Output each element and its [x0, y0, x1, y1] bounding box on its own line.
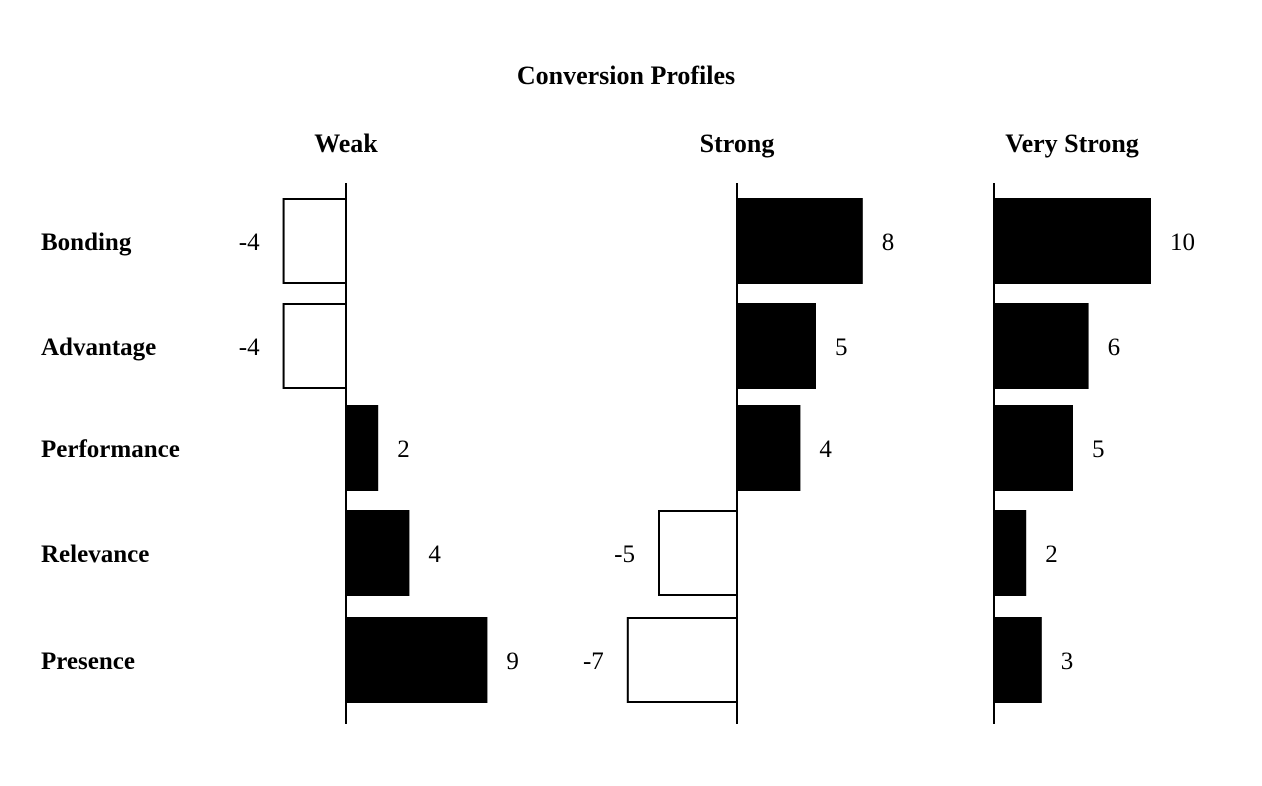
bar-weak-presence: [345, 617, 488, 703]
category-label-performance: Performance: [41, 436, 180, 463]
bar-strong-presence: [626, 617, 738, 703]
bar-weak-relevance: [345, 510, 410, 596]
value-label-weak-relevance: 4: [428, 541, 441, 568]
value-label-weak-presence: 9: [506, 648, 519, 675]
value-label-very-strong-advantage: 6: [1108, 334, 1121, 361]
bar-very-strong-presence: [993, 617, 1042, 703]
panels: Weak -4 -4 2 4 9 Strong 8 5 4 -5 -7 Very Strong 10 6 5 2…: [239, 129, 1195, 724]
bar-weak-performance: [345, 405, 379, 491]
panel-title-strong: Strong: [700, 129, 775, 158]
category-label-presence: Presence: [41, 648, 135, 675]
value-label-strong-presence: -7: [583, 648, 604, 675]
value-label-weak-performance: 2: [397, 436, 410, 463]
value-label-strong-relevance: -5: [614, 541, 635, 568]
bar-weak-bonding: [282, 198, 348, 284]
value-label-weak-advantage: -4: [239, 334, 260, 361]
panel-very-strong: Very Strong 10 6 5 2 3: [993, 129, 1195, 724]
bar-very-strong-bonding: [993, 198, 1151, 284]
value-label-weak-bonding: -4: [239, 229, 260, 256]
value-label-very-strong-presence: 3: [1061, 648, 1074, 675]
bar-very-strong-relevance: [993, 510, 1027, 596]
bar-strong-relevance: [658, 510, 738, 596]
bar-very-strong-advantage: [993, 303, 1089, 389]
panel-title-weak: Weak: [314, 129, 378, 158]
category-label-advantage: Advantage: [41, 334, 156, 361]
panel-title-very-strong: Very Strong: [1005, 129, 1139, 158]
bar-strong-bonding: [736, 198, 863, 284]
panel-strong: Strong 8 5 4 -5 -7: [583, 129, 894, 724]
bar-strong-advantage: [736, 303, 816, 389]
bar-very-strong-performance: [993, 405, 1073, 491]
category-labels: Bonding Advantage Performance Relevance Pres…: [41, 229, 180, 675]
value-label-very-strong-relevance: 2: [1045, 541, 1058, 568]
value-label-strong-advantage: 5: [835, 334, 848, 361]
bar-weak-advantage: [282, 303, 348, 389]
panel-weak: Weak -4 -4 2 4 9: [239, 129, 519, 724]
chart-title: Conversion Profiles: [517, 61, 735, 90]
value-label-very-strong-bonding: 10: [1170, 229, 1195, 256]
category-label-bonding: Bonding: [41, 229, 132, 256]
bar-strong-performance: [736, 405, 801, 491]
value-label-very-strong-performance: 5: [1092, 436, 1105, 463]
category-label-relevance: Relevance: [41, 541, 149, 568]
value-label-strong-performance: 4: [819, 436, 832, 463]
value-label-strong-bonding: 8: [882, 229, 895, 256]
